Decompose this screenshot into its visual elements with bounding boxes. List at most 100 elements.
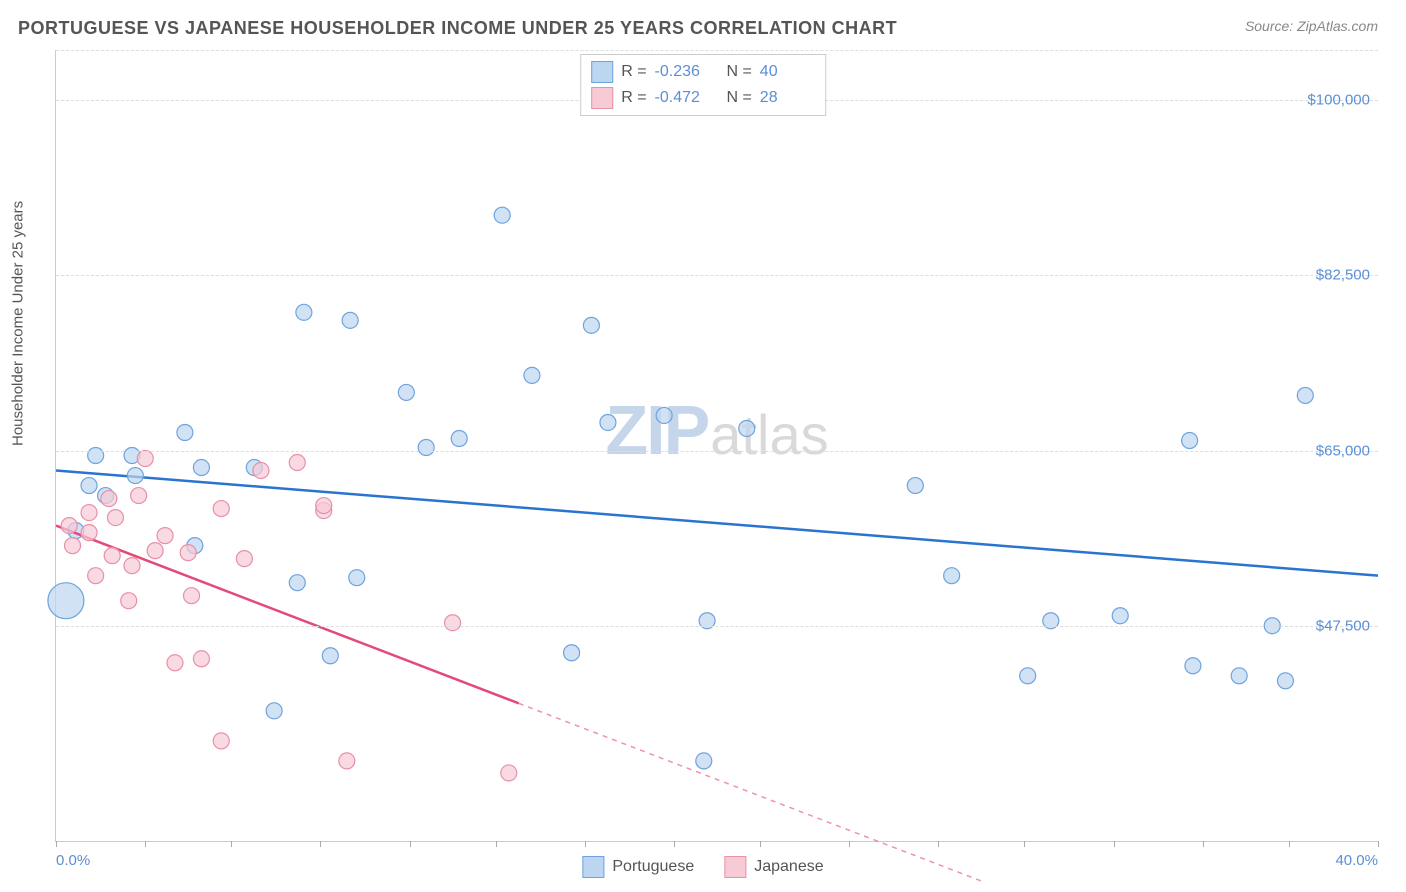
y-tick-label: $65,000 — [1316, 442, 1370, 459]
legend-item: Japanese — [724, 856, 823, 878]
data-point — [944, 568, 960, 584]
x-tick — [760, 841, 761, 847]
data-point — [127, 468, 143, 484]
data-point — [48, 583, 84, 619]
data-point — [107, 510, 123, 526]
data-point — [193, 460, 209, 476]
data-point — [289, 575, 305, 591]
data-point — [501, 765, 517, 781]
series-legend: Portuguese Japanese — [582, 856, 823, 878]
data-point — [564, 645, 580, 661]
data-point — [61, 518, 77, 534]
correlation-legend: R = -0.236 N = 40R = -0.472 N = 28 — [580, 54, 826, 116]
data-point — [1231, 668, 1247, 684]
stat-r-label: R = — [621, 63, 646, 81]
data-point — [289, 455, 305, 471]
stat-n-value: 28 — [760, 89, 815, 107]
data-point — [266, 703, 282, 719]
data-point — [253, 463, 269, 479]
data-point — [167, 655, 183, 671]
data-point — [137, 451, 153, 467]
x-tick — [1114, 841, 1115, 847]
data-point — [184, 588, 200, 604]
data-point — [349, 570, 365, 586]
gridline — [56, 451, 1378, 452]
y-tick-label: $82,500 — [1316, 267, 1370, 284]
x-tick — [938, 841, 939, 847]
data-point — [1185, 658, 1201, 674]
legend-swatch — [591, 87, 613, 109]
legend-swatch — [582, 856, 604, 878]
plot-area: ZIP atlas 0.0% 40.0% $47,500$65,000$82,5… — [55, 50, 1378, 842]
legend-swatch — [724, 856, 746, 878]
data-point — [494, 207, 510, 223]
gridline — [56, 275, 1378, 276]
data-point — [236, 551, 252, 567]
stat-r-label: R = — [621, 89, 646, 107]
legend-label: Portuguese — [612, 858, 694, 876]
data-point — [213, 501, 229, 517]
stat-r-value: -0.472 — [655, 89, 710, 107]
x-axis-end-label: 40.0% — [1335, 852, 1378, 869]
data-point — [296, 304, 312, 320]
legend-item: Portuguese — [582, 856, 694, 878]
data-point — [101, 491, 117, 507]
data-point — [1182, 432, 1198, 448]
trend-line-dashed — [519, 703, 982, 881]
data-point — [180, 545, 196, 561]
data-point — [1277, 673, 1293, 689]
data-point — [147, 543, 163, 559]
legend-stat-row: R = -0.236 N = 40 — [591, 59, 815, 85]
x-tick — [585, 841, 586, 847]
data-point — [339, 753, 355, 769]
data-point — [1112, 608, 1128, 624]
data-point — [177, 424, 193, 440]
data-point — [65, 538, 81, 554]
trend-line-solid — [56, 471, 1378, 576]
x-tick — [849, 841, 850, 847]
data-point — [157, 528, 173, 544]
x-tick — [674, 841, 675, 847]
data-point — [451, 430, 467, 446]
trend-line-solid — [56, 526, 519, 704]
x-tick — [410, 841, 411, 847]
stat-r-value: -0.236 — [655, 63, 710, 81]
data-point — [600, 414, 616, 430]
x-tick — [1024, 841, 1025, 847]
data-point — [316, 498, 332, 514]
x-tick — [496, 841, 497, 847]
x-tick — [1289, 841, 1290, 847]
data-point — [656, 407, 672, 423]
data-point — [1297, 387, 1313, 403]
data-point — [213, 733, 229, 749]
legend-stat-row: R = -0.472 N = 28 — [591, 85, 815, 111]
data-point — [907, 478, 923, 494]
stat-n-label: N = — [718, 89, 752, 107]
y-tick-label: $47,500 — [1316, 617, 1370, 634]
plot-svg — [56, 50, 1378, 841]
data-point — [81, 478, 97, 494]
data-point — [193, 651, 209, 667]
legend-swatch — [591, 61, 613, 83]
chart-container: PORTUGUESE VS JAPANESE HOUSEHOLDER INCOM… — [0, 0, 1406, 892]
data-point — [124, 558, 140, 574]
data-point — [418, 440, 434, 456]
data-point — [81, 525, 97, 541]
data-point — [445, 615, 461, 631]
gridline — [56, 626, 1378, 627]
data-point — [524, 367, 540, 383]
x-tick — [320, 841, 321, 847]
data-point — [322, 648, 338, 664]
data-point — [398, 384, 414, 400]
x-axis-start-label: 0.0% — [56, 852, 90, 869]
x-tick — [231, 841, 232, 847]
data-point — [131, 488, 147, 504]
data-point — [696, 753, 712, 769]
data-point — [583, 317, 599, 333]
source-attribution: Source: ZipAtlas.com — [1245, 18, 1378, 34]
data-point — [1020, 668, 1036, 684]
data-point — [88, 568, 104, 584]
data-point — [342, 312, 358, 328]
stat-n-value: 40 — [760, 63, 815, 81]
x-tick — [145, 841, 146, 847]
